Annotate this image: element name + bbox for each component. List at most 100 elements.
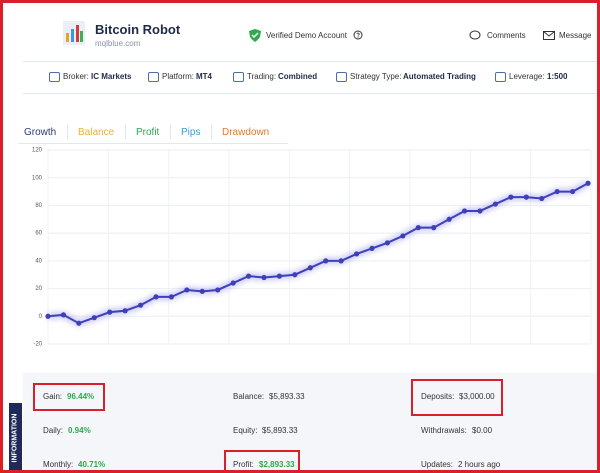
divider: [23, 61, 597, 62]
stat-label: Equity:: [233, 426, 258, 435]
point: [261, 274, 267, 281]
point: [369, 245, 375, 251]
info-value: Automated Trading: [403, 72, 476, 81]
info-icon: [336, 72, 347, 82]
tab[interactable]: Balance: [78, 127, 115, 138]
chart: -20 0 20 40 60 80 100 120: [32, 148, 592, 348]
stat-label: Monthly:: [43, 460, 74, 469]
stat-value: 2 hours ago: [458, 460, 501, 469]
point: [215, 287, 221, 293]
point: [153, 294, 159, 300]
point: [107, 309, 113, 315]
point: [353, 251, 360, 257]
point: [477, 208, 483, 214]
y-tick-label: 20: [35, 286, 42, 292]
y-tick-label: 120: [32, 148, 43, 154]
point: [384, 240, 391, 246]
stat-value: $3,000.00: [459, 392, 495, 401]
point: [569, 188, 576, 195]
point: [585, 180, 591, 186]
highlight: [33, 383, 105, 411]
tab-separator: [125, 125, 126, 140]
info-icon: [495, 72, 506, 82]
stat-value: $5,893.33: [262, 426, 298, 435]
divider: [23, 93, 597, 94]
message[interactable]: Message: [559, 31, 592, 40]
info-label: Strategy Type:: [350, 72, 402, 81]
highlight: [411, 379, 503, 416]
stat-label: Balance:: [233, 392, 265, 401]
comments-icon[interactable]: [469, 30, 483, 41]
tab-separator: [67, 125, 68, 140]
stat-value: $0.00: [472, 426, 493, 435]
help-icon[interactable]: [353, 30, 363, 40]
point: [76, 320, 82, 326]
y-tick-label: 100: [32, 175, 43, 181]
line-glow: [47, 180, 590, 327]
point: [307, 265, 313, 271]
point: [415, 225, 421, 231]
tab[interactable]: Growth: [24, 127, 57, 138]
tab-separator: [211, 125, 212, 140]
info-icon: [233, 72, 244, 82]
point: [91, 315, 97, 321]
info-label: Leverage:: [509, 72, 545, 81]
tab-underline: [18, 143, 288, 144]
site: mqlblue.com: [95, 39, 141, 48]
highlight: [224, 450, 300, 470]
point: [199, 288, 205, 294]
side-tab[interactable]: [9, 403, 22, 470]
point: [230, 280, 236, 286]
point: [122, 308, 128, 314]
info-value: MT4: [196, 72, 212, 81]
stat-value: 0.94%: [68, 426, 91, 435]
stat-label: Updates:: [421, 460, 454, 469]
stat-value: $5,893.33: [269, 392, 305, 401]
info-value: 1:500: [547, 72, 568, 81]
verified-icon: [249, 29, 261, 42]
tab[interactable]: Pips: [181, 127, 201, 138]
point: [431, 225, 437, 231]
y-tick-label: 40: [35, 258, 42, 264]
tab-separator: [170, 125, 171, 140]
stat-label: Withdrawals:: [421, 426, 467, 435]
point: [137, 302, 144, 308]
stat-value: 40.71%: [78, 460, 106, 469]
info-icon: [49, 72, 60, 82]
logo: [63, 21, 85, 45]
stat-label: Gain:: [43, 392, 63, 401]
comments[interactable]: Comments: [487, 31, 526, 40]
stat-label: Deposits:: [421, 392, 455, 401]
stat-label: Daily:: [43, 426, 64, 435]
point: [323, 258, 329, 264]
point: [60, 312, 67, 318]
point: [168, 294, 175, 300]
info-value: IC Markets: [91, 72, 132, 81]
side-tab-label[interactable]: INFORMATION: [11, 413, 19, 463]
line: [47, 182, 589, 325]
point: [492, 201, 499, 207]
stat-value: $2,893.33: [259, 460, 295, 469]
app-title: Bitcoin Robot: [95, 22, 181, 37]
point: [338, 258, 344, 264]
y-tick-label: 80: [35, 203, 42, 209]
y-tick-label: -20: [33, 342, 42, 348]
info-label: Platform:: [162, 72, 195, 81]
info-label: Trading:: [247, 72, 277, 81]
message-icon[interactable]: [543, 31, 555, 40]
stat-value: 96.44%: [67, 392, 95, 401]
point: [446, 216, 452, 222]
point: [45, 313, 51, 319]
point: [523, 194, 529, 200]
point: [508, 194, 514, 200]
y-tick-label: 0: [39, 314, 43, 320]
info-icon: [148, 72, 159, 82]
info-label: Broker:: [63, 72, 89, 81]
point: [461, 208, 468, 214]
tab[interactable]: Profit: [136, 127, 160, 138]
verified[interactable]: Verified Demo Account: [266, 31, 347, 40]
y-tick-label: 60: [35, 231, 42, 237]
tab[interactable]: Drawdown: [222, 127, 270, 138]
point: [276, 273, 283, 279]
